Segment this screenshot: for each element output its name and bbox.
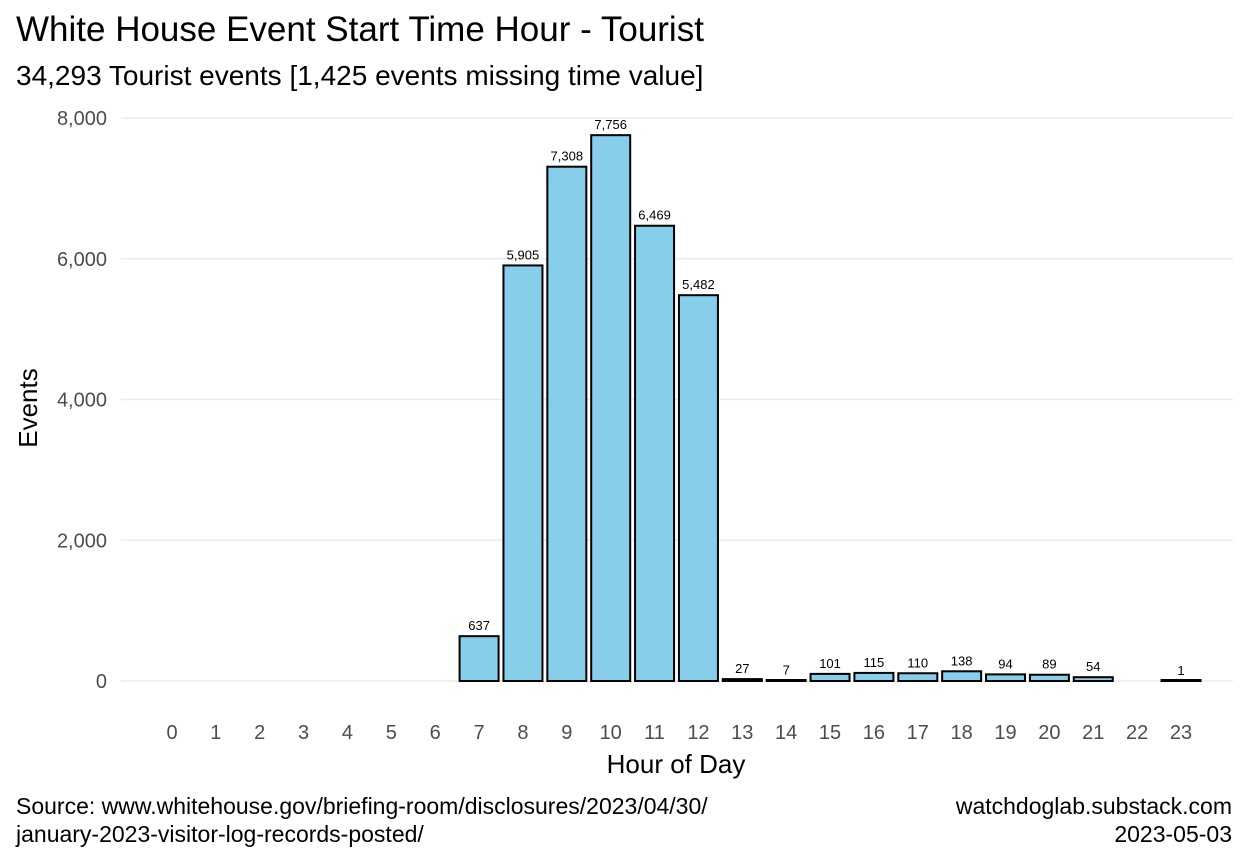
bar bbox=[809, 672, 851, 683]
x-axis-ticks: 0 1 2 3 4 5 6 7 8 9 10 11 12 13 14 15 16 17 18 19 20 21 22 23 bbox=[166, 722, 1192, 744]
site-caption: watchdoglab.substack.com 2023-05-03 bbox=[956, 792, 1232, 848]
x-tick-label: 20 bbox=[1038, 722, 1060, 744]
source-line-2: january-2023-visitor-log-records-posted/ bbox=[16, 821, 424, 847]
x-tick-label: 14 bbox=[775, 722, 797, 744]
bar bbox=[1160, 679, 1202, 682]
x-tick-label: 17 bbox=[907, 722, 929, 744]
x-tick-label: 1 bbox=[210, 722, 221, 744]
x-tick-label: 0 bbox=[166, 722, 177, 744]
x-tick-label: 8 bbox=[517, 722, 528, 744]
bar bbox=[546, 165, 588, 682]
y-tick-label: 2,000 bbox=[57, 530, 107, 552]
data-label: 101 bbox=[819, 656, 841, 671]
x-tick-label: 19 bbox=[994, 722, 1016, 744]
x-tick-label: 7 bbox=[474, 722, 485, 744]
chart-title: White House Event Start Time Hour - Tour… bbox=[16, 10, 704, 49]
data-label: 7,308 bbox=[551, 149, 584, 164]
caption-date: 2023-05-03 bbox=[1114, 821, 1232, 847]
data-label: 110 bbox=[907, 655, 928, 670]
x-tick-label: 5 bbox=[386, 722, 397, 744]
bar bbox=[985, 673, 1027, 683]
x-tick-label: 9 bbox=[561, 722, 572, 744]
data-label: 54 bbox=[1086, 659, 1100, 674]
x-tick-label: 6 bbox=[430, 722, 441, 744]
x-tick-label: 18 bbox=[951, 722, 973, 744]
bar bbox=[590, 134, 632, 682]
data-labels: 637 5,905 7,308 7,756 6,469 5,482 27 7 101 115 110… bbox=[468, 117, 1184, 678]
x-tick-label: 10 bbox=[600, 722, 622, 744]
source-caption: Source: www.whitehouse.gov/briefing-room… bbox=[16, 792, 708, 848]
x-tick-label: 15 bbox=[819, 722, 841, 744]
bar bbox=[502, 264, 544, 682]
x-tick-label: 13 bbox=[731, 722, 753, 744]
data-label: 7 bbox=[783, 663, 790, 678]
bar bbox=[897, 672, 939, 682]
y-tick-label: 0 bbox=[96, 671, 107, 693]
bar bbox=[853, 671, 895, 682]
bar bbox=[721, 678, 763, 682]
x-tick-label: 12 bbox=[687, 722, 709, 744]
bar bbox=[1072, 676, 1114, 683]
source-line-1: Source: www.whitehouse.gov/briefing-room… bbox=[16, 793, 708, 819]
x-tick-label: 11 bbox=[644, 722, 665, 744]
chart-subtitle: 34,293 Tourist events [1,425 events miss… bbox=[16, 60, 704, 91]
data-label: 115 bbox=[864, 655, 885, 670]
bar bbox=[677, 294, 719, 682]
data-label: 138 bbox=[951, 653, 973, 668]
bars bbox=[458, 134, 1202, 683]
x-tick-label: 16 bbox=[863, 722, 885, 744]
x-tick-label: 22 bbox=[1126, 722, 1148, 744]
x-tick-label: 4 bbox=[342, 722, 353, 744]
x-tick-label: 21 bbox=[1082, 722, 1104, 744]
bar bbox=[1028, 673, 1070, 683]
x-tick-label: 3 bbox=[298, 722, 309, 744]
x-axis-title: Hour of Day bbox=[607, 749, 746, 779]
bar bbox=[634, 224, 676, 683]
data-label: 94 bbox=[998, 656, 1012, 671]
data-label: 89 bbox=[1042, 657, 1056, 672]
y-tick-label: 8,000 bbox=[57, 108, 107, 130]
data-label: 5,905 bbox=[507, 247, 540, 262]
y-axis-ticks: 0 2,000 4,000 6,000 8,000 bbox=[57, 108, 107, 693]
y-tick-label: 6,000 bbox=[57, 249, 107, 271]
y-axis-title: Events bbox=[13, 368, 43, 448]
data-label: 7,756 bbox=[594, 117, 627, 132]
data-label: 637 bbox=[468, 618, 490, 633]
data-label: 27 bbox=[735, 661, 749, 676]
bar bbox=[941, 670, 983, 683]
x-tick-label: 23 bbox=[1170, 722, 1192, 744]
x-tick-label: 2 bbox=[254, 722, 265, 744]
data-label: 5,482 bbox=[682, 277, 715, 292]
bar bbox=[458, 635, 500, 683]
data-label: 6,469 bbox=[638, 208, 671, 223]
site-name: watchdoglab.substack.com bbox=[955, 793, 1232, 819]
gridlines bbox=[121, 117, 1233, 682]
bar bbox=[765, 679, 807, 682]
data-label: 1 bbox=[1177, 663, 1184, 678]
y-tick-label: 4,000 bbox=[57, 390, 107, 412]
